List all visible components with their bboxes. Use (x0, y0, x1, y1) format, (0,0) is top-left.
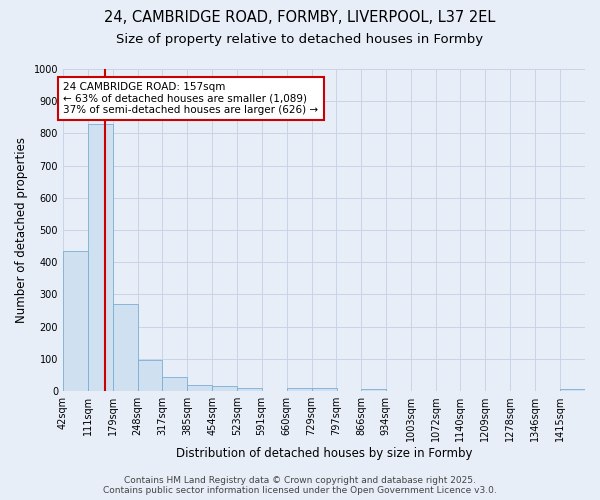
Text: Size of property relative to detached houses in Formby: Size of property relative to detached ho… (116, 32, 484, 46)
Bar (311, 388, 337, 391)
Bar (212, 386, 237, 391)
Bar (187, 384, 212, 391)
Bar (287, 388, 311, 391)
Bar (113, 304, 137, 391)
Text: Contains HM Land Registry data © Crown copyright and database right 2025.
Contai: Contains HM Land Registry data © Crown c… (103, 476, 497, 495)
Bar (88, 124, 113, 391)
Bar (63, 251, 88, 391)
X-axis label: Distribution of detached houses by size in Formby: Distribution of detached houses by size … (176, 447, 472, 460)
Bar (560, 390, 585, 391)
Y-axis label: Number of detached properties: Number of detached properties (15, 137, 28, 323)
Bar (361, 390, 386, 391)
Bar (163, 376, 187, 391)
Text: 24 CAMBRIDGE ROAD: 157sqm
← 63% of detached houses are smaller (1,089)
37% of se: 24 CAMBRIDGE ROAD: 157sqm ← 63% of detac… (63, 82, 319, 115)
Text: 24, CAMBRIDGE ROAD, FORMBY, LIVERPOOL, L37 2EL: 24, CAMBRIDGE ROAD, FORMBY, LIVERPOOL, L… (104, 10, 496, 25)
Bar (137, 360, 163, 391)
Bar (237, 388, 262, 391)
